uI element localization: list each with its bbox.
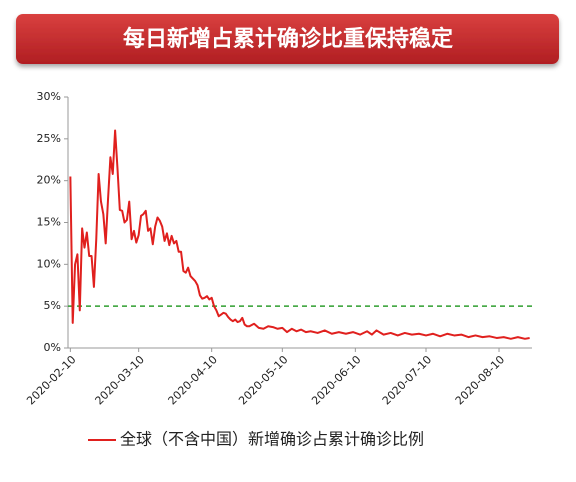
y-tick-label: 25% (37, 132, 61, 145)
y-tick-label: 10% (37, 257, 61, 270)
x-tick-label: 2020-02-10 (24, 353, 78, 407)
x-tick-label: 2020-04-10 (166, 353, 220, 407)
x-tick-label: 2020-05-10 (236, 353, 290, 407)
chart-title: 每日新增占累计确诊比重保持稳定 (123, 26, 453, 52)
title-banner (16, 14, 559, 64)
x-tick-label: 2020-03-10 (92, 353, 146, 407)
x-tick-label: 2020-08-10 (453, 353, 507, 407)
data-line (69, 129, 530, 340)
x-tick-label: 2020-06-10 (309, 353, 363, 407)
y-tick-label: 30% (37, 90, 61, 103)
y-tick-label: 15% (37, 216, 61, 229)
y-tick-label: 20% (37, 174, 61, 187)
x-tick-label: 2020-07-10 (380, 353, 434, 407)
y-tick-label: 0% (44, 341, 61, 354)
legend-label: 全球（不含中国）新增确诊占累计确诊比例 (120, 430, 424, 449)
y-tick-label: 5% (44, 299, 61, 312)
